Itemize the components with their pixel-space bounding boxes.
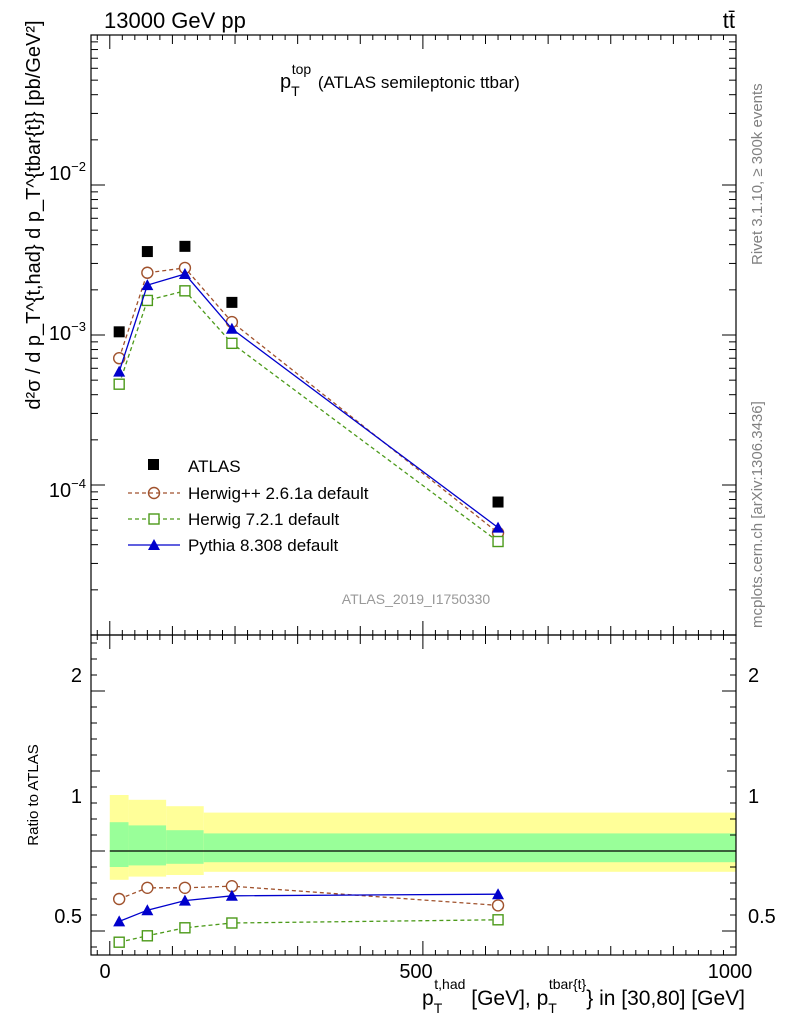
ratio-panel: 2 1 0.5 2 1 0.5 Ratio to ATLAS 0 500 100… xyxy=(25,634,776,1016)
ratio-herwig7-point-0 xyxy=(113,936,125,948)
main-atlas-point-0 xyxy=(113,326,125,338)
ratio-y-tick-label-1-right: 1 xyxy=(748,786,759,808)
ratio-herwigpp-point-0 xyxy=(112,892,126,906)
main-atlas-point-2 xyxy=(179,240,191,252)
ratio-band-inner xyxy=(203,833,736,863)
ratio-herwigpp-line xyxy=(118,885,499,907)
energy-label: 13000 GeV pp xyxy=(104,8,246,33)
main-atlas-point-4 xyxy=(492,496,504,508)
legend-herwigpp-label: Herwig++ 2.6.1a default xyxy=(188,484,369,503)
ratio-herwig7-line xyxy=(119,919,499,943)
main-herwig7-point-2 xyxy=(179,285,191,297)
main-pythia-point-0 xyxy=(113,365,126,377)
ratio-frame xyxy=(90,634,737,956)
main-ticks xyxy=(91,35,737,636)
ratio-herwigpp-point-1 xyxy=(141,881,154,894)
ratio-y-tick-label-2-left: 2 xyxy=(71,665,82,687)
ratio-pythia-point-0 xyxy=(113,915,126,927)
ratio-y-tick-label-1-left: 1 xyxy=(71,786,82,808)
ratio-series xyxy=(112,880,505,948)
main-herwigpp-point-1 xyxy=(141,266,154,279)
main-herwig7-point-4 xyxy=(492,535,504,548)
main-herwigpp-point-0 xyxy=(112,352,126,365)
ratio-y-tick-label-0.5-left: 0.5 xyxy=(54,906,82,928)
rivet-label: Rivet 3.1.10, ≥ 300k events xyxy=(749,83,766,265)
ratio-band-inner xyxy=(166,830,204,864)
ratio-herwigpp-point-2 xyxy=(178,881,192,894)
ratio-pythia-point-3 xyxy=(225,889,238,901)
ratio-band-inner xyxy=(128,825,167,866)
ratio-herwig7-point-2 xyxy=(179,922,191,934)
ratio-y-tick-label-0.5-right: 0.5 xyxy=(748,906,776,928)
legend-herwig7-marker xyxy=(148,513,160,525)
x-tick-label-1000: 1000 xyxy=(708,961,753,983)
main-pythia-point-2 xyxy=(178,268,191,280)
ratio-herwig7-point-1 xyxy=(141,930,154,942)
legend-pythia-label: Pythia 8.308 default xyxy=(188,536,339,555)
main-herwig7-point-0 xyxy=(113,378,125,390)
main-pythia-point-3 xyxy=(225,322,238,334)
analysis-id: ATLAS_2019_I1750330 xyxy=(342,591,491,607)
ratio-band-inner xyxy=(109,822,129,867)
ratio-pythia-point-1 xyxy=(141,904,154,916)
ratio-herwig7-point-4 xyxy=(492,914,504,926)
x-axis-label: pTt,had [GeV], pTtbar{t}} in [30,80] [Ge… xyxy=(422,976,745,1016)
main-pythia-point-4 xyxy=(492,521,505,533)
legend-herwig7-label: Herwig 7.2.1 default xyxy=(188,510,339,529)
ratio-y-tick-label-2-right: 2 xyxy=(748,665,759,687)
legend-pythia-marker xyxy=(148,539,160,550)
legend-atlas-label: ATLAS xyxy=(188,457,241,476)
main-herwig7-line xyxy=(118,290,499,543)
main-atlas-point-1 xyxy=(141,246,153,258)
ratio-herwigpp-point-4 xyxy=(491,899,505,912)
mcplots-label: mcplots.cern.ch [arXiv:1306.3436] xyxy=(749,401,766,628)
ratio-y-axis-label: Ratio to ATLAS xyxy=(25,744,42,845)
main-pythia-point-1 xyxy=(141,279,154,291)
y-tick-label-1e-3: 10−3 xyxy=(49,319,86,345)
main-atlas-point-3 xyxy=(226,296,238,308)
legend-atlas-marker xyxy=(148,459,159,470)
y-tick-label-1e-4: 10−4 xyxy=(49,476,86,502)
ratio-pythia-point-2 xyxy=(178,894,191,906)
ratio-ticks xyxy=(91,635,737,955)
main-y-axis-label: d²σ / d p_T^{t,had} d p_T^{tbar{t}} [pb/… xyxy=(23,20,45,409)
process-label: tt̄ xyxy=(723,8,735,33)
ratio-pythia-point-4 xyxy=(492,888,505,900)
legend: ATLAS Herwig++ 2.6.1a default Herwig 7.2… xyxy=(128,457,369,555)
y-tick-label-1e-2: 10−2 xyxy=(49,159,86,185)
ratio-herwig7-point-3 xyxy=(226,917,238,929)
main-series xyxy=(112,240,505,548)
main-panel: 10−2 10−3 10−4 d²σ / d p_T^{t,had} d p_T… xyxy=(23,20,737,636)
x-tick-label-500: 500 xyxy=(399,961,432,983)
ratio-bands xyxy=(109,795,736,880)
main-herwig7-point-3 xyxy=(226,337,238,350)
main-title: pTtop (ATLAS semileptonic ttbar) xyxy=(280,61,520,99)
x-tick-label-0: 0 xyxy=(99,961,110,983)
main-y-tick-labels: 10−2 10−3 10−4 xyxy=(49,159,86,502)
legend-herwigpp-marker xyxy=(147,486,161,500)
ratio-pythia-line xyxy=(118,893,499,923)
